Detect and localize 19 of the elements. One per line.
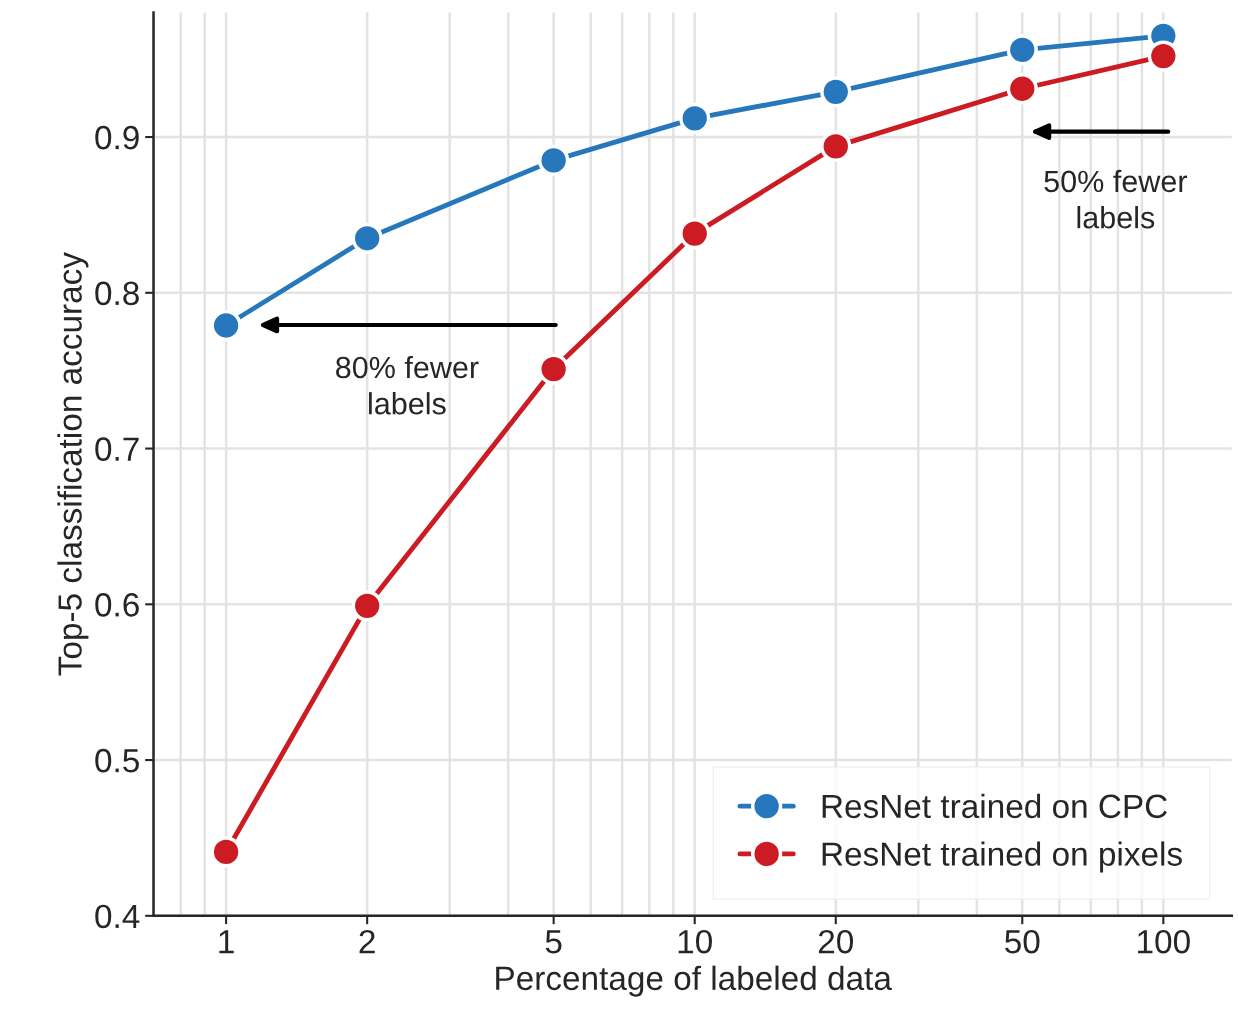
x-tick-label: 1 <box>219 930 234 954</box>
legend-label: ResNet trained on CPC <box>822 793 1167 819</box>
x-axis-title: Percentage of labeled data <box>496 965 892 997</box>
y-tick-label: 0.8 <box>95 281 139 306</box>
y-tick-label: 0.6 <box>95 593 139 617</box>
legend-label: ResNet trained on pixels <box>822 841 1182 873</box>
y-tick-label: 0.9 <box>95 125 139 150</box>
y-tick-label: 0.4 <box>95 904 140 929</box>
y-tick-label: 0.5 <box>95 748 139 773</box>
x-tick-label: 50 <box>1005 929 1040 954</box>
x-tick-label: 100 <box>1138 929 1190 954</box>
annotation: 50% fewer labels <box>1044 169 1188 229</box>
y-tick-label: 0.7 <box>95 437 139 461</box>
x-tick-label: 5 <box>545 930 562 954</box>
x-tick-label: 10 <box>678 929 712 954</box>
annotation: 80% fewer labels <box>336 355 479 415</box>
y-axis-title: Top-5 classification accuracy <box>57 252 89 676</box>
x-tick-label: 20 <box>818 929 854 954</box>
x-tick-label: 2 <box>359 929 375 954</box>
